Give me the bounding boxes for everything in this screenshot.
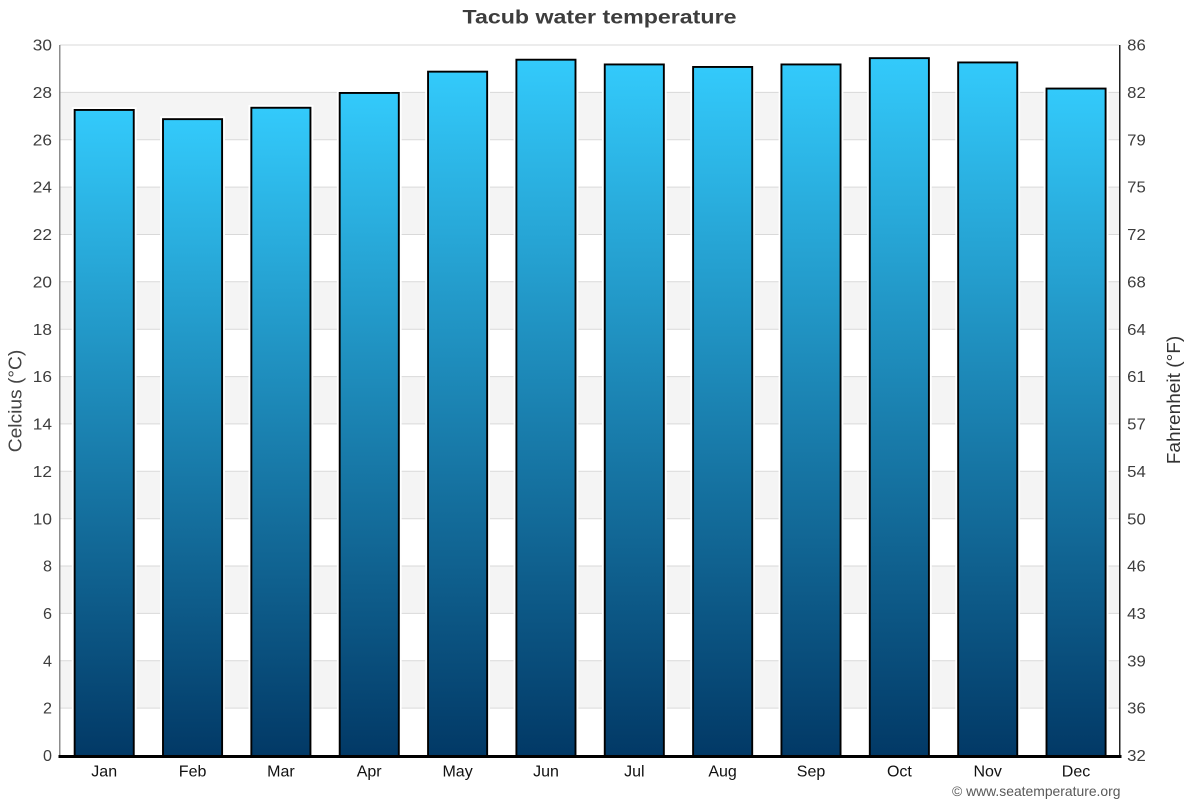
svg-text:Jun: Jun bbox=[533, 764, 559, 781]
svg-text:Fahrenheit (°F): Fahrenheit (°F) bbox=[1164, 336, 1184, 465]
svg-text:Dec: Dec bbox=[1062, 764, 1090, 781]
svg-text:Feb: Feb bbox=[179, 764, 207, 781]
svg-text:10: 10 bbox=[33, 511, 52, 528]
svg-text:22: 22 bbox=[33, 227, 52, 244]
svg-text:68: 68 bbox=[1127, 274, 1146, 291]
svg-text:14: 14 bbox=[33, 417, 52, 434]
svg-text:Jan: Jan bbox=[91, 764, 117, 781]
svg-text:57: 57 bbox=[1127, 417, 1146, 434]
svg-text:43: 43 bbox=[1127, 606, 1146, 623]
svg-text:Tacub water temperature: Tacub water temperature bbox=[463, 8, 737, 29]
svg-text:6: 6 bbox=[43, 606, 52, 623]
svg-text:64: 64 bbox=[1127, 322, 1146, 339]
svg-text:Mar: Mar bbox=[267, 764, 295, 781]
svg-text:Jul: Jul bbox=[624, 764, 644, 781]
svg-text:Apr: Apr bbox=[357, 764, 383, 781]
svg-text:24: 24 bbox=[33, 180, 52, 197]
svg-text:0: 0 bbox=[43, 748, 52, 765]
svg-text:Oct: Oct bbox=[887, 764, 912, 781]
svg-text:2: 2 bbox=[43, 701, 52, 718]
svg-text:16: 16 bbox=[33, 369, 52, 386]
svg-text:12: 12 bbox=[33, 464, 52, 481]
svg-text:72: 72 bbox=[1127, 227, 1146, 244]
svg-text:30: 30 bbox=[33, 38, 52, 55]
svg-text:82: 82 bbox=[1127, 85, 1146, 102]
svg-text:Aug: Aug bbox=[708, 764, 736, 781]
svg-text:28: 28 bbox=[33, 85, 52, 102]
svg-text:54: 54 bbox=[1127, 464, 1146, 481]
svg-text:May: May bbox=[442, 764, 472, 781]
svg-text:Celcius (°C): Celcius (°C) bbox=[6, 350, 26, 453]
svg-text:46: 46 bbox=[1127, 559, 1146, 576]
svg-text:50: 50 bbox=[1127, 511, 1146, 528]
svg-text:Sep: Sep bbox=[797, 764, 826, 781]
svg-text:4: 4 bbox=[43, 653, 52, 670]
svg-text:18: 18 bbox=[33, 322, 52, 339]
svg-text:Nov: Nov bbox=[973, 764, 1001, 781]
svg-text:75: 75 bbox=[1127, 180, 1146, 197]
svg-text:61: 61 bbox=[1127, 369, 1146, 386]
svg-text:26: 26 bbox=[33, 132, 52, 149]
svg-text:20: 20 bbox=[33, 274, 52, 291]
svg-text:39: 39 bbox=[1127, 653, 1146, 670]
svg-text:79: 79 bbox=[1127, 132, 1146, 149]
svg-text:36: 36 bbox=[1127, 701, 1146, 718]
svg-text:32: 32 bbox=[1127, 748, 1146, 765]
svg-text:8: 8 bbox=[43, 559, 52, 576]
svg-text:86: 86 bbox=[1127, 38, 1146, 55]
svg-text:© www.seatemperature.org: © www.seatemperature.org bbox=[952, 783, 1121, 799]
